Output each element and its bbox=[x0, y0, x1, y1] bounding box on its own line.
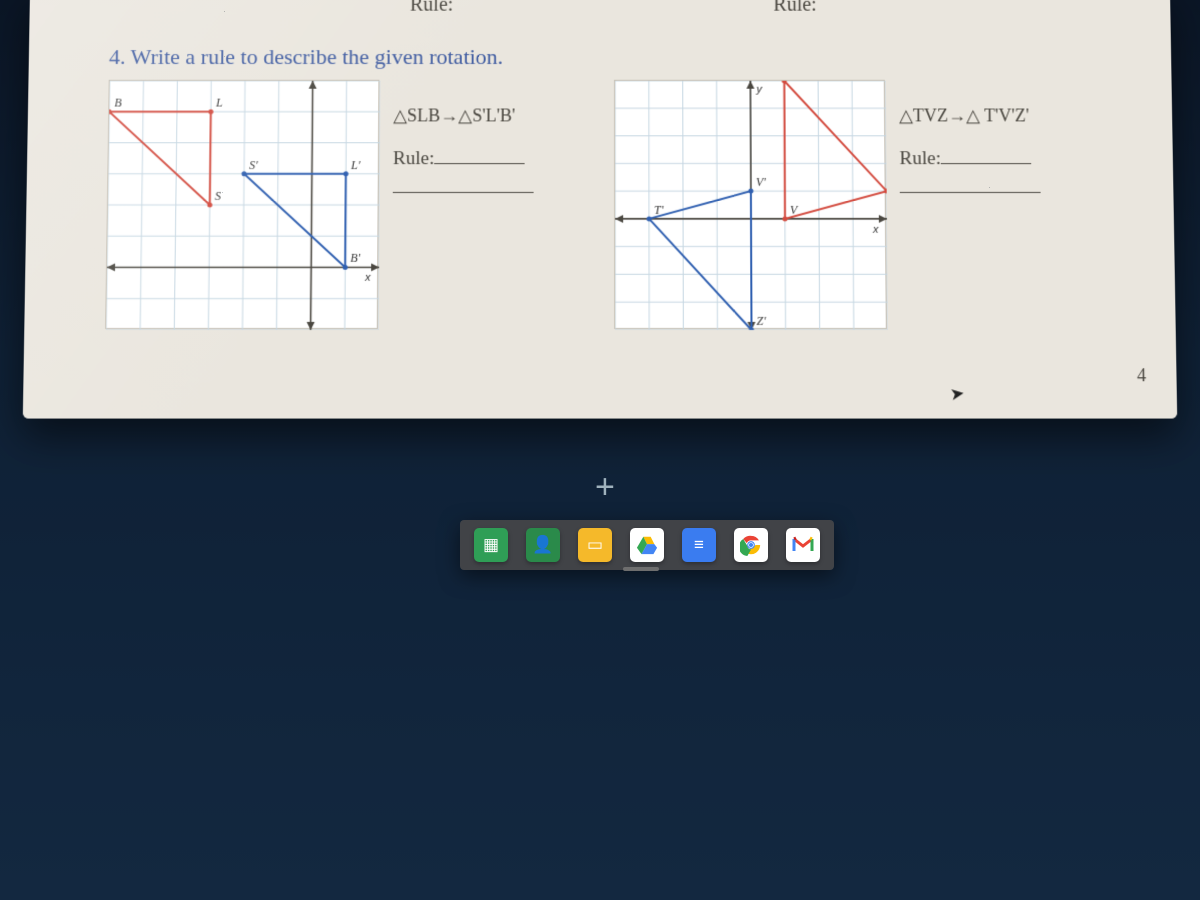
worksheet-page: Rule: Rule: 4. Write a rule to describe … bbox=[23, 0, 1177, 419]
monitor-window: Rule: Rule: 4. Write a rule to describe … bbox=[23, 0, 1177, 419]
svg-text:S: S bbox=[215, 189, 221, 203]
svg-text:Z': Z' bbox=[756, 314, 766, 328]
app-gmail[interactable] bbox=[786, 528, 820, 562]
cursor-icon: ➤ bbox=[948, 383, 965, 405]
left-mapping: △SLB→△S'L'B' bbox=[393, 106, 574, 127]
question-prompt: 4. Write a rule to describe the given ro… bbox=[109, 44, 1151, 70]
app-sheets[interactable]: ▦ bbox=[474, 528, 508, 562]
svg-text:L: L bbox=[215, 96, 223, 110]
svg-text:x: x bbox=[872, 224, 879, 236]
svg-text:y: y bbox=[755, 84, 763, 96]
left-rule-line: Rule: bbox=[393, 148, 574, 170]
app-chrome[interactable] bbox=[734, 528, 768, 562]
left-rule-blank[interactable] bbox=[434, 163, 524, 164]
rule-label-top-right: Rule: bbox=[773, 0, 816, 17]
svg-text:V': V' bbox=[756, 175, 766, 189]
right-rule-blank-2[interactable] bbox=[900, 192, 1041, 193]
svg-text:x: x bbox=[364, 272, 371, 284]
previous-row-rules: Rule: Rule: bbox=[90, 0, 1151, 17]
add-tab-button[interactable]: + bbox=[595, 468, 615, 507]
problems-row: SLBS'L'B'x △SLB→△S'L'B' Rule: TVZT'V'Z'x… bbox=[85, 80, 1156, 329]
graph-right: TVZT'V'Z'xy bbox=[614, 80, 887, 329]
app-slides[interactable]: ▭ bbox=[578, 528, 612, 562]
taskbar-dock: ▦ 👤 ▭ ≡ bbox=[460, 520, 834, 570]
svg-text:L': L' bbox=[350, 158, 361, 172]
left-rule-label: Rule: bbox=[393, 148, 434, 169]
svg-text:B: B bbox=[114, 96, 122, 110]
rule-label-top-left: Rule: bbox=[410, 0, 453, 17]
right-notation-column: △TVZ→△ T'V'Z' Rule: bbox=[899, 80, 1081, 193]
problem-left: S L B S' L' B'x △SLB→△S'L'B' Rule: bbox=[105, 80, 574, 329]
app-drive[interactable] bbox=[630, 528, 664, 562]
right-mapping: △TVZ→△ T'V'Z' bbox=[899, 106, 1080, 127]
left-rule-blank-2[interactable] bbox=[393, 192, 534, 193]
svg-text:S': S' bbox=[249, 158, 258, 172]
right-rule-label: Rule: bbox=[899, 148, 941, 169]
page-number: 4 bbox=[1137, 365, 1146, 386]
svg-text:B': B' bbox=[350, 251, 361, 265]
left-notation-column: △SLB→△S'L'B' Rule: bbox=[393, 80, 574, 193]
right-rule-line: Rule: bbox=[899, 148, 1080, 170]
app-classroom[interactable]: 👤 bbox=[526, 528, 560, 562]
graph-left: S L B S' L' B'x bbox=[105, 80, 379, 329]
right-rule-blank[interactable] bbox=[941, 163, 1031, 164]
app-docs[interactable]: ≡ bbox=[682, 528, 716, 562]
dock-handle bbox=[623, 567, 659, 571]
desktop: Rule: Rule: 4. Write a rule to describe … bbox=[0, 0, 1200, 900]
problem-right: TVZT'V'Z'xy △TVZ→△ T'V'Z' Rule: bbox=[614, 80, 1083, 329]
svg-text:T': T' bbox=[654, 203, 664, 217]
